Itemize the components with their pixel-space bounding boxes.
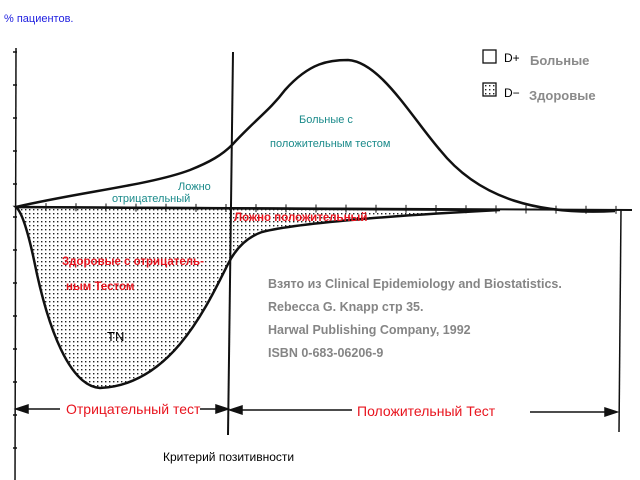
healthy-negative-label: Здоровые с отрицатель- — [62, 256, 204, 268]
false-positive-label: Ложно положительный — [234, 212, 368, 224]
legend-healthy-symbol: D− — [504, 86, 520, 100]
tn-label: TN — [107, 329, 125, 344]
sick-distribution-curve — [15, 58, 616, 213]
source-line: Harwal Publishing Company, 1992 — [268, 323, 471, 337]
false-negative-label: Ложно — [178, 181, 211, 193]
cutoff-line — [227, 51, 234, 436]
legend-sick-symbol: D+ — [504, 51, 520, 65]
x-axis-ticks — [45, 203, 617, 214]
source-citation: Взято из Clinical Epidemiology and Biost… — [268, 273, 562, 365]
negative-test-range-arrow — [13, 403, 231, 415]
false-negative-label-2: отрицательный — [112, 193, 191, 205]
negative-test-range-label: Отрицательный тест — [66, 401, 201, 417]
positive-test-range-label: Положительный Тест — [357, 403, 496, 419]
right-boundary-line — [618, 209, 622, 433]
legend-sick-swatch — [482, 49, 497, 64]
x-axis-baseline — [15, 206, 633, 211]
sick-positive-label: Больные с — [299, 114, 353, 126]
source-line: Взято из Clinical Epidemiology and Biost… — [268, 277, 562, 291]
y-axis-ticks — [13, 51, 17, 449]
legend-healthy-swatch — [482, 82, 497, 97]
source-line: Rebecca G. Knapp стр 35. — [268, 300, 424, 314]
healthy-distribution-area — [12, 205, 501, 390]
y-axis-label: % пациентов. — [4, 13, 74, 25]
x-axis-label: Критерий позитивности — [163, 450, 295, 464]
healthy-negative-label-2: ным Тестом — [66, 281, 135, 293]
y-axis — [14, 47, 17, 480]
sick-positive-label-2: положительным тестом — [270, 138, 391, 150]
source-line: ISBN 0-683-06206-9 — [268, 346, 384, 360]
legend-sick-label: Больные — [530, 53, 590, 68]
legend-healthy-label: Здоровые — [529, 88, 596, 103]
positive-test-range-arrow — [227, 404, 620, 418]
